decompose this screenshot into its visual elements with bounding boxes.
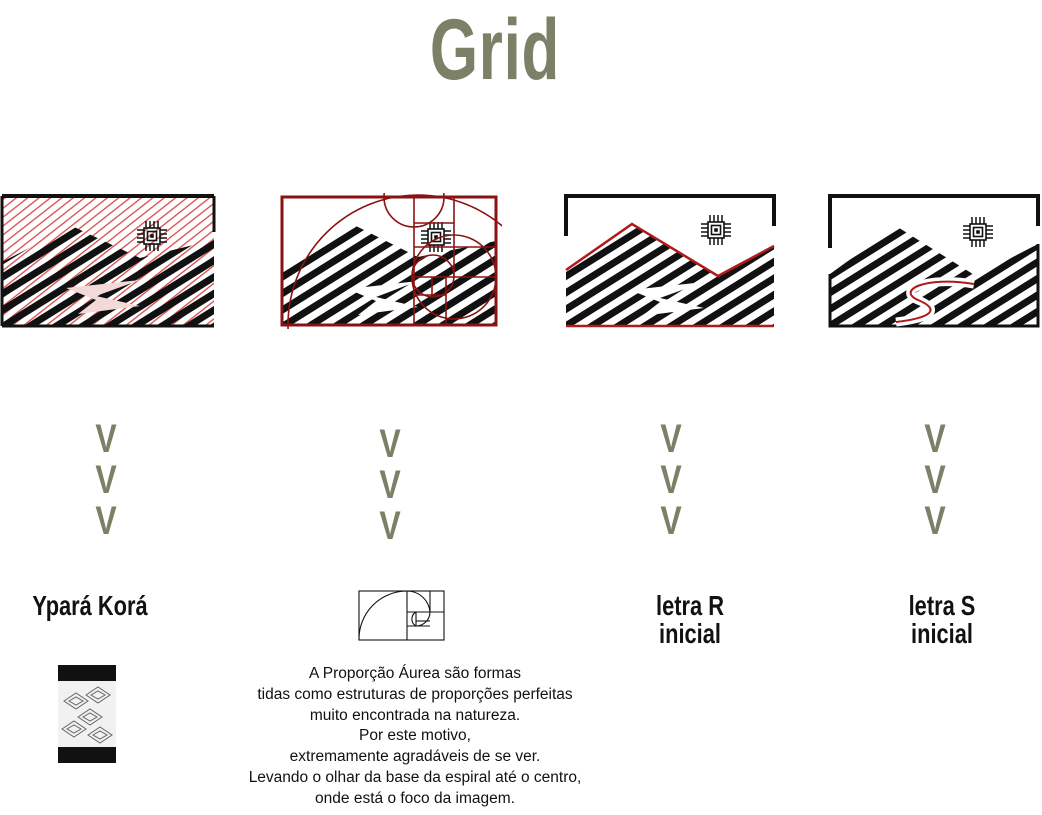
- arrow-glyph: V: [379, 422, 401, 466]
- down-arrows: V V V: [919, 419, 951, 542]
- ypara-kora-pattern-thumbnail: [58, 665, 116, 763]
- arrow-glyph: V: [379, 504, 401, 548]
- label-line: letra R: [656, 590, 724, 621]
- description-line: muito encontrada na natureza.: [309, 706, 521, 724]
- arrow-glyph: V: [924, 499, 946, 543]
- arrow-glyph: V: [379, 463, 401, 507]
- description-line: A Proporção Áurea são formas: [309, 665, 521, 682]
- composition-red-hatch: [0, 194, 216, 328]
- golden-spiral-icon: [358, 590, 445, 641]
- arrow-glyph: V: [95, 458, 117, 502]
- label-line: letra S: [908, 590, 976, 621]
- label-letra-s: letra S inicial: [880, 592, 1005, 648]
- down-arrows: V V V: [90, 419, 122, 542]
- arrow-glyph: V: [660, 417, 682, 461]
- label-ypara-kora: Ypará Korá: [32, 590, 148, 621]
- arrow-glyph: V: [660, 499, 682, 543]
- composition-letter-s: [828, 194, 1040, 328]
- arrow-glyph: V: [660, 458, 682, 502]
- arrow-glyph: V: [924, 417, 946, 461]
- description-line: tidas como estruturas de proporções perf…: [257, 685, 573, 703]
- composition-golden-ratio: [280, 193, 502, 329]
- down-arrows: V V V: [655, 419, 687, 542]
- label-letra-r: letra R inicial: [628, 592, 753, 648]
- golden-ratio-description: A Proporção Áurea são formas tidas como …: [200, 664, 630, 810]
- label-line: inicial: [911, 618, 973, 649]
- composition-letter-r: [564, 194, 776, 328]
- down-arrows: V V V: [374, 424, 406, 547]
- description-line: Por este motivo,: [359, 727, 471, 745]
- label-line: inicial: [659, 618, 721, 649]
- arrow-glyph: V: [924, 458, 946, 502]
- description-line: extremamente agradáveis de se ver.: [289, 748, 541, 766]
- page-title: Grid: [429, 2, 561, 98]
- description-line: onde está o foco da imagem.: [315, 789, 515, 807]
- arrow-glyph: V: [95, 417, 117, 461]
- description-line: Levando o olhar da base da espiral até o…: [248, 768, 582, 786]
- arrow-glyph: V: [95, 499, 117, 543]
